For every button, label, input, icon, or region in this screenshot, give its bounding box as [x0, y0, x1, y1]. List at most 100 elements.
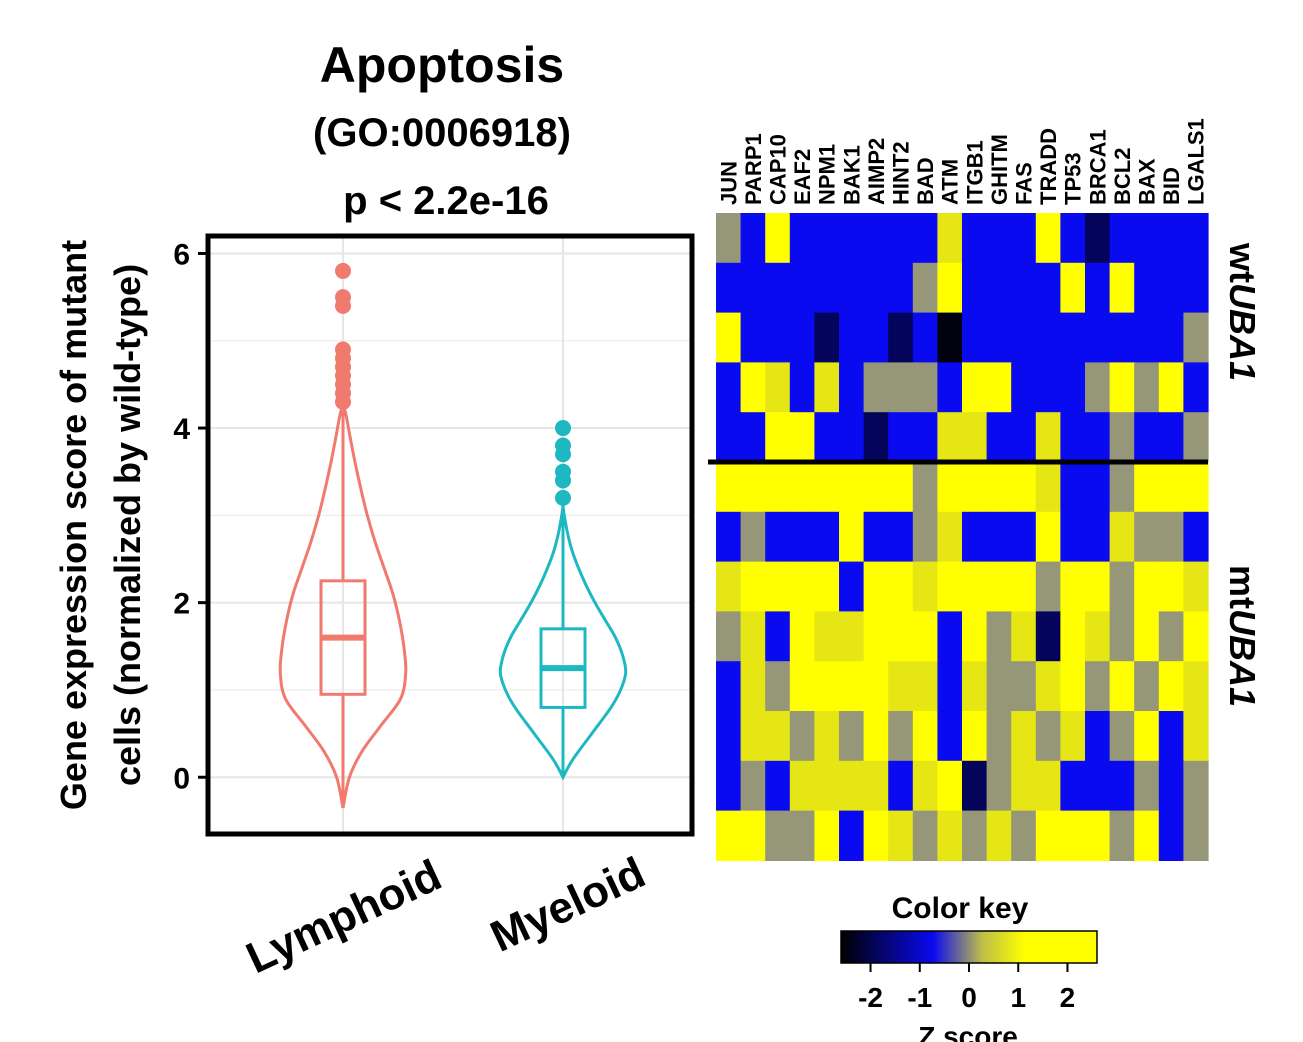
heatmap-cell-r8-ITGB1 — [962, 611, 988, 662]
heatmap-cell-r11-HINT2 — [888, 760, 914, 812]
heatmap-column-label-EAF2: EAF2 — [790, 149, 815, 205]
heatmap-cell-r12-BAK1 — [839, 810, 865, 861]
heatmap-cell-r0-CAP10 — [765, 213, 791, 264]
heatmap-cell-r5-HINT2 — [888, 462, 914, 513]
color-key-tick-label-2: 2 — [1060, 982, 1076, 1013]
heatmap-cell-r6-BAD — [912, 511, 938, 563]
heatmap-cell-r3-BID — [1158, 362, 1184, 413]
heatmap-column-label-ATM: ATM — [938, 159, 963, 205]
x-tick-label-lymphoid: Lymphoid — [239, 851, 449, 984]
heatmap-cell-r0-BRCA1 — [1085, 213, 1111, 264]
y-tick-label-0: 0 — [173, 762, 190, 795]
heatmap-cell-r12-FAS — [1011, 810, 1037, 861]
heatmap-cell-r2-EAF2 — [789, 312, 815, 363]
chart-title: Apoptosis — [320, 37, 564, 93]
heatmap-cell-r7-BAD — [912, 561, 938, 612]
heatmap-cell-r2-ITGB1 — [962, 312, 988, 363]
heatmap-cell-r3-FAS — [1011, 362, 1037, 413]
heatmap-column-label-BAD: BAD — [913, 157, 938, 205]
heatmap-cell-r4-LGALS1 — [1183, 412, 1209, 463]
heatmap-cell-r4-TP53 — [1060, 412, 1086, 463]
heatmap-cell-r2-BAD — [912, 312, 938, 363]
heatmap-cell-r3-NPM1 — [814, 362, 840, 413]
heatmap-cell-r4-BRCA1 — [1085, 412, 1111, 463]
heatmap-cell-r12-CAP10 — [765, 810, 791, 861]
heatmap-cell-r0-TRADD — [1035, 213, 1061, 264]
heatmap-cell-r5-TP53 — [1060, 462, 1086, 513]
heatmap-cell-r7-LGALS1 — [1183, 561, 1209, 612]
heatmap-column-label-BCL2: BCL2 — [1110, 148, 1135, 205]
heatmap-cell-r3-GHITM — [986, 362, 1012, 413]
chart-subtitle: (GO:0006918) — [313, 111, 571, 155]
heatmap-cell-r10-GHITM — [986, 711, 1012, 762]
heatmap-cell-r11-BRCA1 — [1085, 760, 1111, 812]
heatmap-cell-r1-AIMP2 — [863, 262, 889, 314]
heatmap-cell-r9-BRCA1 — [1085, 661, 1111, 712]
heatmap-cell-r10-BAK1 — [839, 711, 865, 762]
heatmap-cell-r2-GHITM — [986, 312, 1012, 363]
heatmap-cell-r0-PARP1 — [740, 213, 766, 264]
heatmap-column-label-AIMP2: AIMP2 — [864, 138, 889, 205]
heatmap-column-label-BAK1: BAK1 — [839, 145, 864, 205]
heatmap-cell-r11-BAX — [1134, 760, 1160, 812]
heatmap-cell-r2-TP53 — [1060, 312, 1086, 363]
x-tick-label-myeloid: Myeloid — [483, 848, 652, 962]
heatmap-cell-r9-PARP1 — [740, 661, 766, 712]
heatmap-cell-r2-LGALS1 — [1183, 312, 1209, 363]
heatmap-cell-r1-NPM1 — [814, 262, 840, 314]
heatmap-cell-r5-AIMP2 — [863, 462, 889, 513]
heatmap-cell-r8-AIMP2 — [863, 611, 889, 662]
heatmap-column-label-HINT2: HINT2 — [889, 141, 914, 205]
heatmap-column-label-JUN: JUN — [716, 161, 741, 205]
heatmap-cell-r2-AIMP2 — [863, 312, 889, 363]
heatmap-cell-r7-BAK1 — [839, 561, 865, 612]
heatmap-cell-r2-BAX — [1134, 312, 1160, 363]
heatmap-cell-r11-TRADD — [1035, 760, 1061, 812]
heatmap-cell-r12-TRADD — [1035, 810, 1061, 861]
heatmap-cell-r5-BRCA1 — [1085, 462, 1111, 513]
heatmap-column-label-LGALS1: LGALS1 — [1184, 118, 1209, 205]
outlier-lymphoid-9 — [335, 262, 351, 279]
heatmap-cell-r1-JUN — [716, 262, 742, 314]
heatmap-cell-r1-EAF2 — [789, 262, 815, 314]
heatmap-cell-r3-BRCA1 — [1085, 362, 1111, 413]
heatmap-column-label-CAP10: CAP10 — [766, 134, 791, 205]
heatmap-cell-r7-BCL2 — [1109, 561, 1135, 612]
y-tick-label-2: 2 — [173, 588, 190, 621]
heatmap-cell-r0-JUN — [716, 213, 742, 264]
heatmap-cell-r4-JUN — [716, 412, 742, 463]
heatmap-cell-r6-ITGB1 — [962, 511, 988, 563]
heatmap-cell-r4-HINT2 — [888, 412, 914, 463]
heatmap-cell-r12-NPM1 — [814, 810, 840, 861]
heatmap-cell-r3-ITGB1 — [962, 362, 988, 413]
heatmap-cell-r9-CAP10 — [765, 661, 791, 712]
heatmap-cell-r1-LGALS1 — [1183, 262, 1209, 314]
heatmap-column-label-FAS: FAS — [1012, 162, 1037, 205]
heatmap-cell-r1-BAK1 — [839, 262, 865, 314]
heatmap-cell-r12-BRCA1 — [1085, 810, 1111, 861]
heatmap-cell-r0-AIMP2 — [863, 213, 889, 264]
heatmap-cell-r8-BAD — [912, 611, 938, 662]
heatmap-cell-r2-CAP10 — [765, 312, 791, 363]
heatmap — [716, 213, 1209, 861]
heatmap-cell-r5-LGALS1 — [1183, 462, 1209, 513]
heatmap-cell-r5-ATM — [937, 462, 963, 513]
heatmap-cell-r3-EAF2 — [789, 362, 815, 413]
heatmap-cell-r5-BAX — [1134, 462, 1160, 513]
heatmap-cell-r0-NPM1 — [814, 213, 840, 264]
heatmap-cell-r8-FAS — [1011, 611, 1037, 662]
heatmap-cell-r12-BCL2 — [1109, 810, 1135, 861]
heatmap-cell-r9-FAS — [1011, 661, 1037, 712]
heatmap-cell-r8-GHITM — [986, 611, 1012, 662]
heatmap-cell-r5-BID — [1158, 462, 1184, 513]
outlier-lymphoid-8 — [335, 289, 351, 306]
heatmap-cell-r2-ATM — [937, 312, 963, 363]
heatmap-cell-r5-BAK1 — [839, 462, 865, 513]
heatmap-cell-r5-CAP10 — [765, 462, 791, 513]
heatmap-cell-r7-TP53 — [1060, 561, 1086, 612]
heatmap-cell-r11-JUN — [716, 760, 742, 812]
heatmap-cell-r0-FAS — [1011, 213, 1037, 264]
heatmap-cell-r4-CAP10 — [765, 412, 791, 463]
heatmap-cell-r2-PARP1 — [740, 312, 766, 363]
